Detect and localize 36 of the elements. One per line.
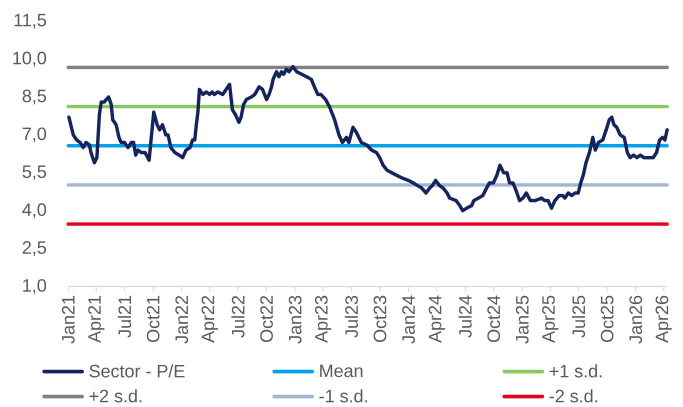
x-tick-label: Jan26 [629, 296, 642, 344]
legend-label: -1 s.d. [320, 389, 367, 402]
x-tick-label: Jan22 [175, 296, 188, 344]
legend-label: Sector - P/E [89, 364, 185, 378]
x-tick-label: Oct24 [487, 296, 500, 342]
x-tick-label: Apr25 [542, 296, 558, 343]
x-tick-label: Oct25 [600, 296, 614, 342]
x-tick-label: Apr26 [656, 296, 672, 343]
x-tick-label: Apr21 [88, 296, 104, 343]
legend-label: +1 s.d. [550, 364, 602, 378]
y-tick-label: 10,0 [13, 52, 46, 67]
y-tick-label: 1,0 [23, 279, 46, 294]
x-tick-label: Jul22 [231, 296, 245, 338]
x-tick-label: Jul24 [458, 296, 472, 338]
legend-label: +2 s.d. [89, 389, 142, 402]
x-tick-label: Oct22 [260, 296, 273, 342]
y-tick-label: 5,5 [22, 165, 46, 180]
x-tick-label: Jan23 [288, 296, 302, 344]
legend-label: Mean [320, 364, 362, 378]
x-tick-label: Jan24 [402, 296, 415, 344]
y-tick-label: 2,5 [22, 241, 46, 256]
x-tick-label: Oct23 [374, 296, 386, 342]
x-tick-label: Apr24 [428, 296, 445, 343]
legend-label: -2 s.d. [550, 389, 597, 402]
y-tick-label: 4,0 [22, 203, 46, 218]
x-tick-label: Jan21 [62, 296, 75, 344]
x-tick-label: Jul23 [344, 296, 358, 338]
x-tick-label: Jul25 [572, 296, 586, 338]
x-tick-label: Jul21 [118, 296, 132, 338]
x-tick-label: Apr22 [202, 296, 218, 343]
y-tick-label: 8,5 [22, 90, 46, 104]
x-tick-label: Oct21 [146, 296, 160, 342]
y-tick-label: 11,5 [14, 14, 46, 29]
y-tick-label: 7,0 [22, 127, 46, 142]
x-tick-label: Jan25 [516, 296, 529, 344]
x-tick-label: Apr23 [314, 296, 332, 343]
